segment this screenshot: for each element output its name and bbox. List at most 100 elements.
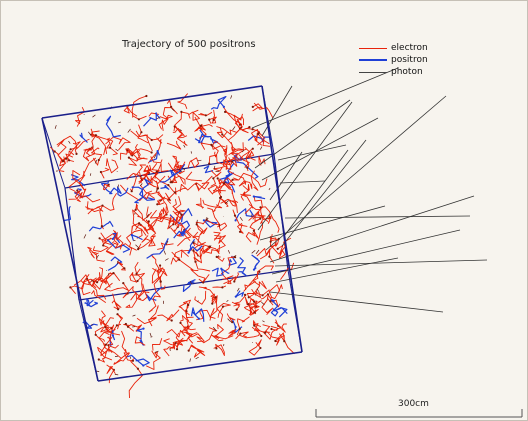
interaction-point [238,230,242,233]
interaction-point [123,267,126,270]
interaction-point [142,327,145,330]
positron-track [107,239,131,253]
electron-track [228,170,247,185]
secondary-track [238,126,243,130]
interaction-point [111,237,114,240]
secondary-track [118,121,122,124]
secondary-track [182,167,186,171]
interaction-point [95,302,98,305]
secondary-track [91,323,93,326]
interaction-point [150,138,153,142]
electron-track [156,196,166,205]
electron-track [104,344,119,361]
interaction-point [130,190,133,193]
interaction-point [126,325,130,328]
electron-track [126,171,141,180]
electron-track [212,189,222,213]
interaction-point [104,326,107,329]
electron-track [260,206,280,233]
legend-item-electron: electron [355,42,435,54]
electron-track [152,338,163,351]
electron-track [91,147,103,166]
positron-track [63,205,72,222]
electron-track [231,142,244,151]
electron-track [171,251,194,271]
secondary-track [217,255,220,258]
electron-track [188,109,200,121]
electron-track [112,293,121,309]
interaction-point [238,123,241,126]
electron-track [217,178,225,189]
secondary-track [197,300,199,303]
secondary-track [212,326,217,332]
interaction-point [124,322,127,326]
interaction-point [259,346,262,350]
interaction-point [238,327,241,330]
electron-line-icon [359,48,387,49]
interaction-point [96,281,99,284]
electron-track [245,230,259,243]
interaction-point [187,349,190,352]
electron-track [159,199,169,221]
interaction-point [112,272,115,275]
interaction-point [202,219,205,222]
secondary-track [195,356,199,360]
photon-track [271,229,461,275]
electron-track [257,139,271,147]
electron-track [214,334,234,340]
interaction-point [187,251,190,254]
secondary-track [88,131,92,136]
legend-label-electron: electron [391,43,428,53]
secondary-track [158,199,162,202]
electron-track [106,365,116,375]
photon-track [269,195,475,263]
interaction-point [156,203,159,206]
photon-track [281,139,367,247]
electron-track [211,324,224,342]
positron-track [131,234,143,241]
interaction-point [215,347,218,350]
secondary-track [196,254,199,257]
electron-track [163,338,175,346]
interaction-point [99,170,102,174]
electron-track [49,138,67,155]
electron-track [149,305,159,320]
electron-track [151,163,160,179]
interaction-point [97,358,100,361]
photon-track [257,101,353,231]
electron-track [185,171,203,182]
electron-track [91,134,108,156]
interaction-point [212,177,215,180]
electron-track [207,184,226,195]
interaction-point [170,105,173,108]
electron-track [83,130,100,151]
electron-track [129,272,137,283]
interaction-point [252,300,256,303]
interaction-point [222,182,226,185]
electron-track [136,164,146,175]
interaction-point [269,240,272,243]
interaction-point [102,244,105,247]
positron-track [88,220,114,232]
electron-track [132,209,147,236]
interaction-point [239,332,242,335]
interaction-point [175,348,179,351]
positron-track [273,307,288,318]
interaction-point [111,334,114,337]
electron-track [223,181,238,213]
interaction-point [115,324,118,327]
secondary-track [251,250,256,254]
secondary-track [117,184,119,188]
scale-label: 300cm [398,399,429,409]
electron-track [274,332,295,355]
electron-track [150,156,163,164]
electron-track [270,284,283,302]
electron-track [207,239,226,255]
electron-track [166,187,187,204]
box-edge [97,351,303,382]
electron-track [100,317,114,333]
electron-track [131,222,140,234]
electron-track [253,102,274,119]
